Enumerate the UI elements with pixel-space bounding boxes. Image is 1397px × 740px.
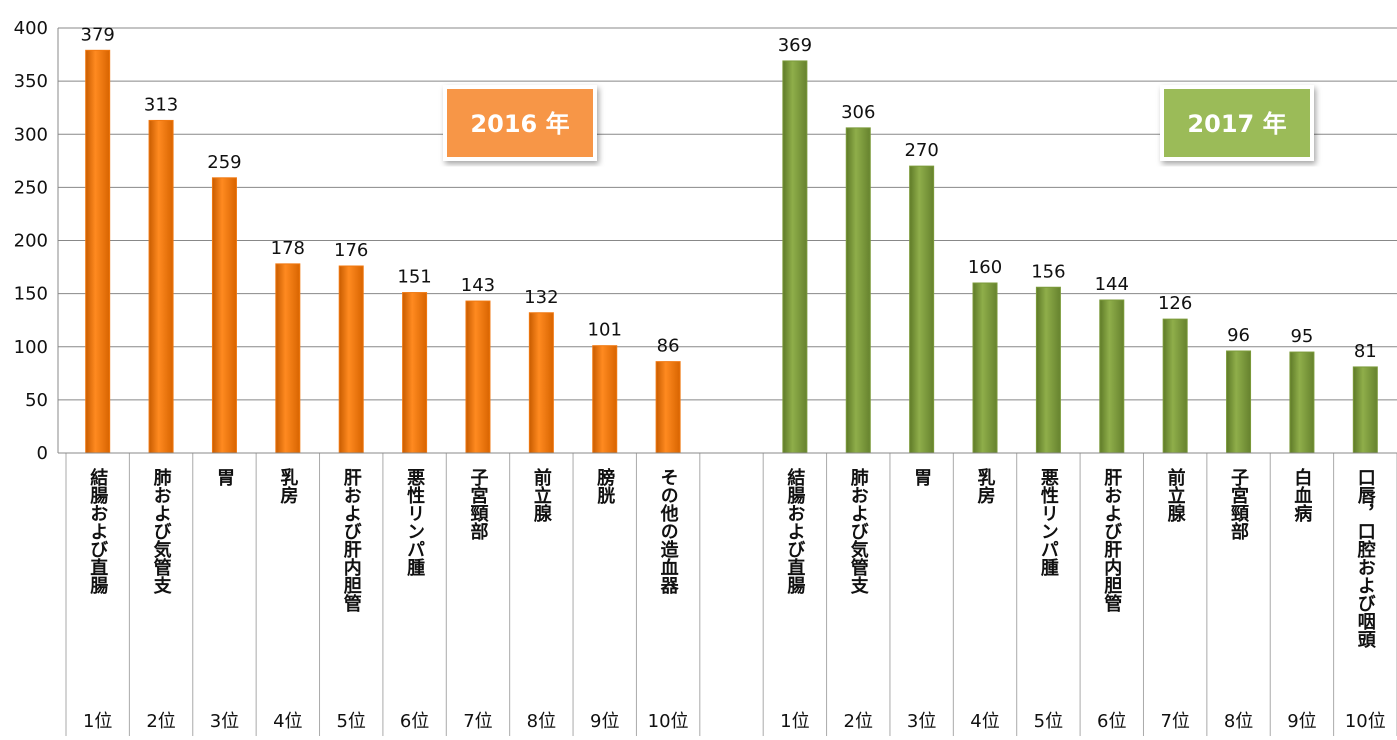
bar [1289, 351, 1315, 454]
category-label: 肝および肝内胆管 [341, 468, 363, 613]
rank-label: 8位 [527, 711, 556, 732]
y-tick-label: 400 [14, 18, 48, 39]
rank-label: 3位 [907, 711, 936, 732]
badge-label: 2017 年 [1187, 110, 1286, 138]
bar [402, 292, 428, 454]
badge [1160, 85, 1314, 161]
rank-label: 4位 [273, 711, 302, 732]
rank-label: 1位 [83, 711, 112, 732]
value-label: 132 [524, 287, 558, 308]
category-label: 結腸および直腸 [87, 467, 108, 595]
y-tick-label: 0 [37, 443, 48, 464]
category-label: 悪性リンパ腫 [404, 468, 425, 577]
badge [443, 85, 597, 161]
y-tick-label: 200 [14, 231, 48, 252]
value-label: 151 [397, 267, 431, 288]
category-label: 口唇，口腔および咽頭 [1355, 468, 1377, 649]
value-label: 369 [778, 35, 812, 56]
rank-label: 2位 [844, 711, 873, 732]
bar [655, 361, 681, 454]
bar [85, 49, 111, 454]
bar [338, 265, 364, 454]
value-label: 259 [207, 152, 241, 173]
rank-label: 9位 [1287, 711, 1316, 732]
rank-label: 3位 [210, 711, 239, 732]
rank-label: 4位 [970, 711, 999, 732]
value-label: 144 [1095, 274, 1129, 295]
rank-label: 10位 [648, 711, 689, 732]
category-label: 前立腺 [531, 467, 552, 523]
value-label: 379 [81, 24, 115, 45]
bar [1099, 299, 1125, 454]
category-label: 肺および気管支 [151, 468, 173, 595]
category-label: 結腸および直腸 [784, 467, 805, 595]
rank-label: 9位 [590, 711, 619, 732]
rank-label: 7位 [1160, 711, 1189, 732]
category-label: その他の造血器 [658, 468, 680, 595]
value-label: 95 [1290, 326, 1313, 347]
bar [528, 312, 554, 454]
y-tick-label: 100 [14, 337, 48, 358]
bar [782, 60, 808, 454]
rank-label: 10位 [1345, 711, 1386, 732]
value-label: 81 [1354, 341, 1377, 362]
category-label: 子宮頸部 [1228, 468, 1249, 541]
rank-label: 8位 [1224, 711, 1253, 732]
bar [972, 282, 998, 454]
category-label: 胃 [214, 468, 235, 487]
bar [1226, 350, 1252, 454]
category-label: 乳房 [277, 468, 298, 504]
rank-label: 2位 [146, 711, 175, 732]
rank-label: 5位 [1034, 711, 1063, 732]
category-label: 子宮頸部 [467, 468, 488, 541]
category-label: 胃 [911, 468, 932, 487]
value-label: 96 [1227, 325, 1250, 346]
y-tick-label: 300 [14, 124, 48, 145]
value-label: 270 [904, 140, 938, 161]
rank-label: 6位 [1097, 711, 1126, 732]
bar [275, 263, 301, 454]
bar [909, 165, 935, 454]
value-label: 176 [334, 240, 368, 261]
y-tick-label: 50 [25, 390, 48, 411]
y-tick-label: 250 [14, 177, 48, 198]
badge-label: 2016 年 [470, 110, 569, 138]
rank-label: 6位 [400, 711, 429, 732]
category-label: 肺および気管支 [848, 468, 870, 595]
bar [845, 127, 871, 454]
value-label: 160 [968, 257, 1002, 278]
category-label: 悪性リンパ腫 [1038, 468, 1059, 577]
bar [1352, 366, 1378, 454]
rank-label: 5位 [336, 711, 365, 732]
bar [1035, 286, 1061, 454]
rank-label: 7位 [463, 711, 492, 732]
bar [592, 345, 618, 454]
y-tick-label: 150 [14, 284, 48, 305]
value-label: 86 [657, 336, 680, 357]
bar [148, 119, 174, 454]
value-label: 178 [271, 238, 305, 259]
value-label: 306 [841, 102, 875, 123]
value-label: 156 [1031, 261, 1065, 282]
value-label: 126 [1158, 293, 1192, 314]
bar [465, 300, 491, 454]
category-label: 肝および肝内胆管 [1101, 468, 1123, 613]
value-label: 143 [461, 275, 495, 296]
category-label: 乳房 [975, 468, 996, 504]
bar [1162, 318, 1188, 454]
category-label: 膀胱 [594, 467, 616, 505]
bar [211, 177, 237, 454]
category-label: 白血病 [1291, 467, 1312, 523]
value-label: 313 [144, 94, 178, 115]
category-label: 前立腺 [1165, 467, 1186, 523]
y-tick-label: 350 [14, 71, 48, 92]
value-label: 101 [588, 320, 622, 341]
rank-label: 1位 [780, 711, 809, 732]
